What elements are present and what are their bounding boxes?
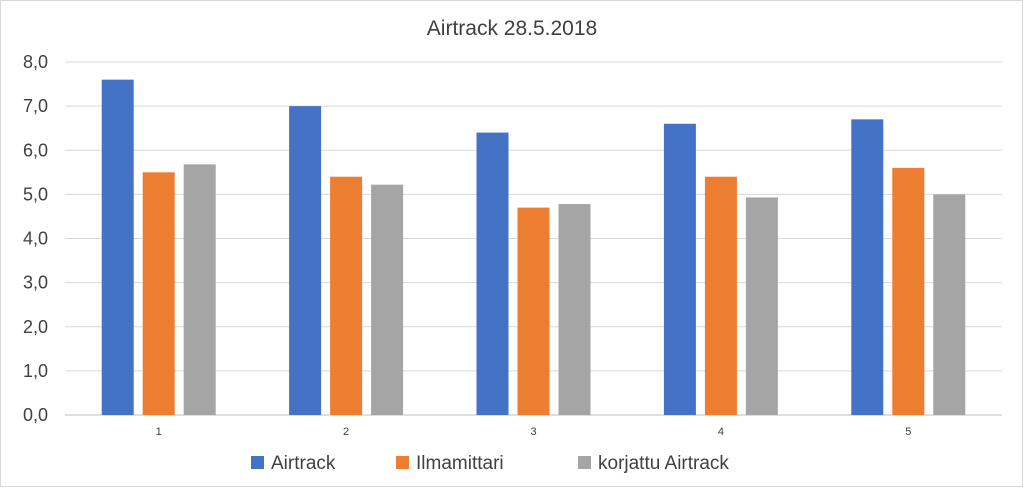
bar-ilmamittari-5 <box>892 167 925 415</box>
legend-swatch <box>578 456 591 469</box>
legend-swatch <box>251 456 264 469</box>
x-tick-label: 2 <box>343 426 349 438</box>
bar-airtrack-4 <box>663 123 696 416</box>
bar-korjattu-airtrack-2 <box>371 184 404 415</box>
bar-ilmamittari-2 <box>330 176 363 415</box>
y-tick-label: 6,0 <box>23 140 48 160</box>
bar-ilmamittari-1 <box>142 172 175 415</box>
bar-korjattu-airtrack-4 <box>745 197 778 415</box>
x-tick-label: 5 <box>905 426 911 438</box>
y-tick-label: 1,0 <box>23 361 48 381</box>
bar-airtrack-1 <box>101 79 134 416</box>
bar-ilmamittari-3 <box>517 207 550 415</box>
bar-ilmamittari-4 <box>704 176 737 415</box>
legend: Airtrack Ilmamittari korjattu Airtrack <box>251 453 729 474</box>
y-tick-label: 4,0 <box>23 229 48 249</box>
y-tick-label: 5,0 <box>23 184 48 204</box>
x-tick-label: 1 <box>156 426 162 438</box>
y-tick-label: 7,0 <box>23 96 48 116</box>
x-tick-label: 3 <box>530 426 536 438</box>
y-tick-label: 3,0 <box>23 273 48 293</box>
y-tick-label: 8,0 <box>23 52 48 72</box>
legend-label: korjattu Airtrack <box>598 453 729 474</box>
bar-korjattu-airtrack-3 <box>558 204 591 415</box>
y-tick-label: 2,0 <box>23 317 48 337</box>
x-tick-label: 4 <box>718 426 724 438</box>
bars <box>101 79 966 416</box>
chart-title: Airtrack 28.5.2018 <box>427 17 597 40</box>
bar-korjattu-airtrack-5 <box>933 194 966 415</box>
bar-korjattu-airtrack-1 <box>183 164 216 415</box>
legend-label: Ilmamittari <box>416 453 504 474</box>
x-axis: 1 2 3 4 5 <box>156 426 912 438</box>
legend-swatch <box>396 456 409 469</box>
bar-airtrack-2 <box>289 106 322 415</box>
bar-airtrack-3 <box>476 132 509 415</box>
y-tick-label: 0,0 <box>23 405 48 425</box>
legend-label: Airtrack <box>271 453 336 474</box>
y-axis: 0,0 1,0 2,0 3,0 4,0 5,0 6,0 7,0 8,0 <box>23 52 48 425</box>
bar-airtrack-5 <box>851 119 884 416</box>
